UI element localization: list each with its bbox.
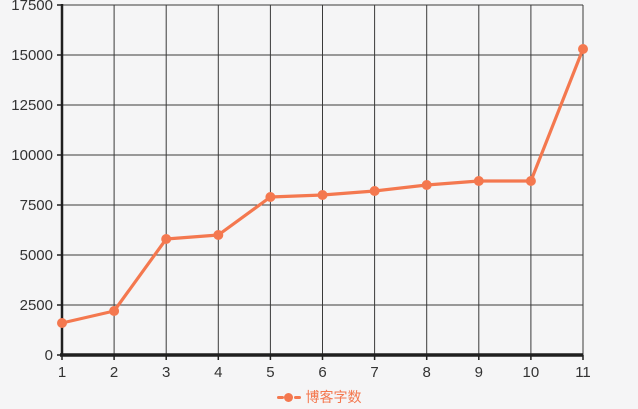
x-tick-label: 1	[58, 364, 66, 381]
data-point[interactable]	[421, 180, 432, 190]
x-tick-label: 5	[266, 364, 274, 381]
x-tick-label: 8	[423, 364, 431, 381]
data-point[interactable]	[213, 230, 224, 240]
y-tick-label: 17500	[11, 0, 53, 14]
y-tick-label: 0	[45, 347, 53, 364]
x-tick-label: 10	[523, 364, 540, 381]
data-point[interactable]	[369, 186, 380, 196]
data-point[interactable]	[473, 176, 484, 186]
legend-item[interactable]: 博客字数	[0, 388, 638, 406]
data-point[interactable]	[317, 190, 328, 200]
y-tick-label: 5000	[20, 247, 53, 264]
y-tick-label: 15000	[11, 47, 53, 64]
x-tick-label: 11	[575, 364, 591, 381]
legend-label: 博客字数	[305, 389, 362, 405]
y-tick-label: 2500	[20, 297, 53, 314]
data-point[interactable]	[578, 44, 588, 54]
data-point[interactable]	[57, 318, 67, 328]
x-tick-label: 9	[475, 364, 483, 381]
data-point[interactable]	[265, 192, 276, 202]
data-point[interactable]	[525, 176, 536, 186]
data-point[interactable]	[109, 306, 120, 316]
data-point[interactable]	[161, 234, 172, 244]
x-tick-label: 3	[162, 364, 170, 381]
y-tick-label: 12500	[11, 97, 53, 114]
x-tick-label: 2	[110, 364, 118, 381]
y-tick-label: 10000	[11, 147, 53, 164]
x-tick-label: 4	[214, 364, 222, 381]
legend-line-marker-icon	[276, 392, 301, 402]
x-tick-label: 6	[318, 364, 326, 381]
x-tick-label: 7	[370, 364, 378, 381]
y-tick-label: 7500	[20, 197, 53, 214]
